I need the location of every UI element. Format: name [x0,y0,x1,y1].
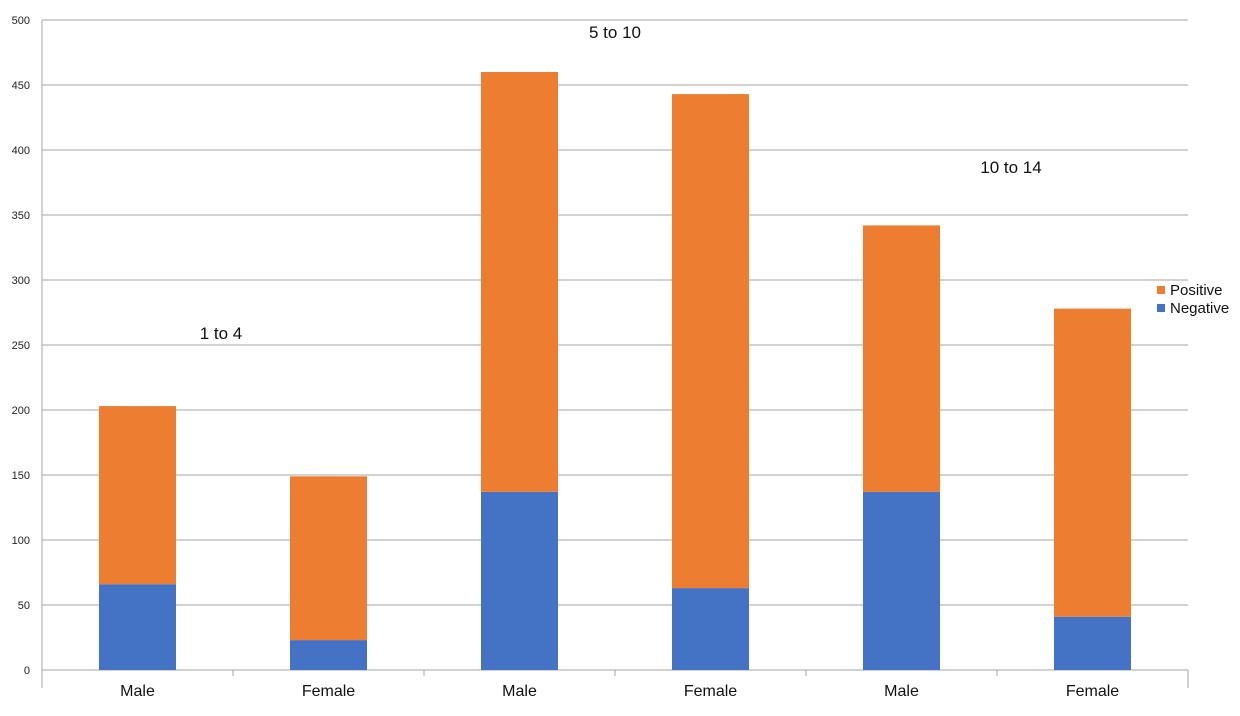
bar-positive-1 [290,476,367,641]
bars [99,72,1131,670]
x-tick-label: Male [120,683,155,700]
legend-swatch [1157,286,1165,294]
bar-negative-4 [863,491,940,670]
legend-swatch [1157,304,1165,312]
axes [41,20,1189,688]
y-tick-label: 0 [24,665,30,677]
bar-negative-0 [99,584,176,670]
legend-entry: Positive [1170,282,1223,299]
bar-negative-1 [290,640,367,670]
bar-positive-4 [863,225,940,492]
x-tick-label: Female [1066,683,1119,700]
y-tick-label: 50 [18,600,30,612]
bar-positive-5 [1054,308,1131,617]
y-tick-label: 350 [12,210,30,222]
bar-positive-0 [99,406,176,585]
x-tick-label: Female [302,683,355,700]
y-tick-label: 400 [12,145,30,157]
group-label: 10 to 14 [980,158,1041,177]
x-tick-label: Female [684,683,737,700]
bar-positive-2 [481,72,558,492]
bar-negative-5 [1054,616,1131,670]
group-label: 1 to 4 [200,324,243,343]
y-tick-label: 500 [12,15,30,27]
x-tick-label: Male [884,683,919,700]
y-tick-label: 200 [12,405,30,417]
bar-negative-2 [481,491,558,670]
y-tick-label: 450 [12,80,30,92]
y-tick-label: 250 [12,340,30,352]
bar-positive-3 [672,94,749,589]
legend-entry: Negative [1170,300,1229,317]
bar-negative-3 [672,588,749,670]
y-tick-label: 300 [12,275,30,287]
y-tick-label: 100 [12,535,30,547]
x-tick-label: Male [502,683,537,700]
group-label: 5 to 10 [589,23,641,42]
labels: 0 50 100 150 200 250 300 350 400 450 500 Male Female… [12,15,1120,700]
gridlines [42,19,1188,671]
y-tick-label: 150 [12,470,30,482]
